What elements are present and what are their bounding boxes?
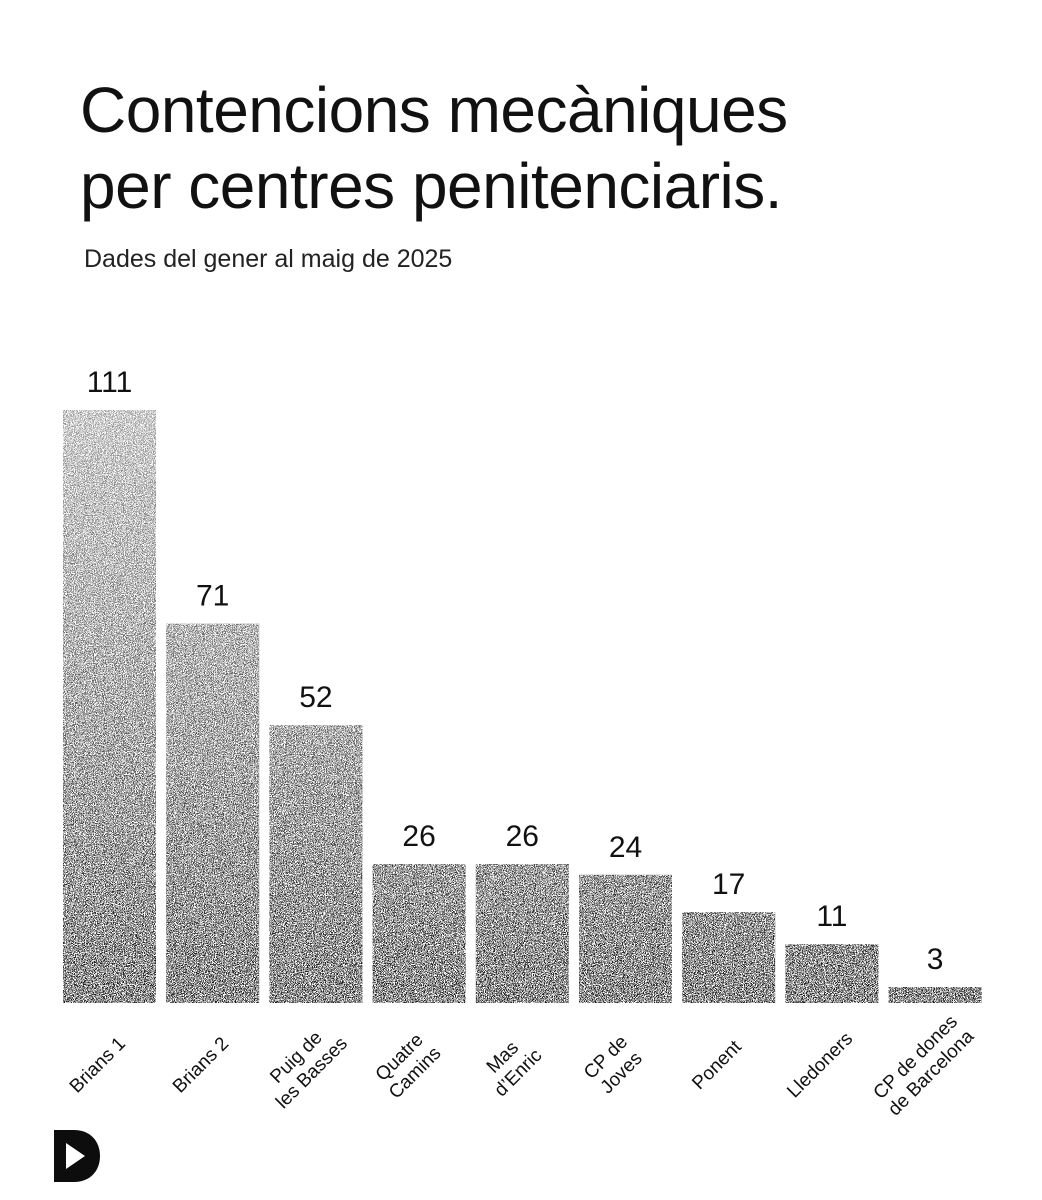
play-d-logo-icon: [54, 1130, 100, 1182]
bar-0: [63, 410, 156, 1003]
value-label-5: 24: [609, 831, 642, 864]
category-label-1-line-0: Brians 2: [169, 1033, 233, 1097]
value-label-3: 26: [402, 820, 435, 853]
category-label-0: Brians 1: [66, 1033, 130, 1097]
bar-2: [269, 725, 363, 1003]
bar-6: [682, 912, 776, 1003]
category-label-4: Masd’Enric: [475, 1030, 546, 1101]
category-label-5: CP deJoves: [580, 1032, 648, 1100]
title-line-1: Contencions mecàniques: [80, 74, 788, 146]
value-label-7: 11: [816, 900, 847, 933]
category-label-1: Brians 2: [169, 1033, 233, 1097]
category-label-7-line-0: Lledoners: [783, 1028, 857, 1102]
value-label-2: 52: [299, 681, 332, 714]
value-label-4: 26: [506, 820, 539, 853]
value-label-8: 3: [927, 943, 944, 976]
bars-layer: [63, 410, 982, 1003]
value-label-0: 111: [87, 366, 133, 399]
category-label-6: Ponent: [688, 1036, 746, 1094]
category-label-3: QuatreCamins: [369, 1027, 445, 1103]
page-title: Contencions mecàniques per centres penit…: [80, 72, 980, 224]
category-label-0-line-0: Brians 1: [66, 1033, 130, 1097]
category-label-8: CP de donesde Barcelona: [869, 1010, 979, 1120]
bar-3: [372, 864, 466, 1003]
value-labels-layer: 111 71 52 26 26 24 17 11 3: [87, 366, 944, 976]
subtitle: Dades del gener al maig de 2025: [84, 245, 453, 273]
title-line-2: per centres penitenciaris.: [80, 150, 783, 222]
bar-1: [166, 623, 260, 1003]
category-labels-layer: Brians 1 Brians 2 Puig deles Basses QuatreC…: [66, 1010, 979, 1120]
value-label-1: 71: [196, 580, 229, 613]
category-label-7: Lledoners: [783, 1028, 857, 1102]
bar-8: [888, 987, 982, 1003]
bar-7: [785, 944, 879, 1003]
value-label-6: 17: [712, 868, 745, 901]
category-label-2: Puig deles Basses: [257, 1018, 352, 1113]
bar-4: [475, 864, 569, 1003]
category-label-6-line-0: Ponent: [688, 1036, 746, 1094]
bar-5: [579, 874, 672, 1003]
